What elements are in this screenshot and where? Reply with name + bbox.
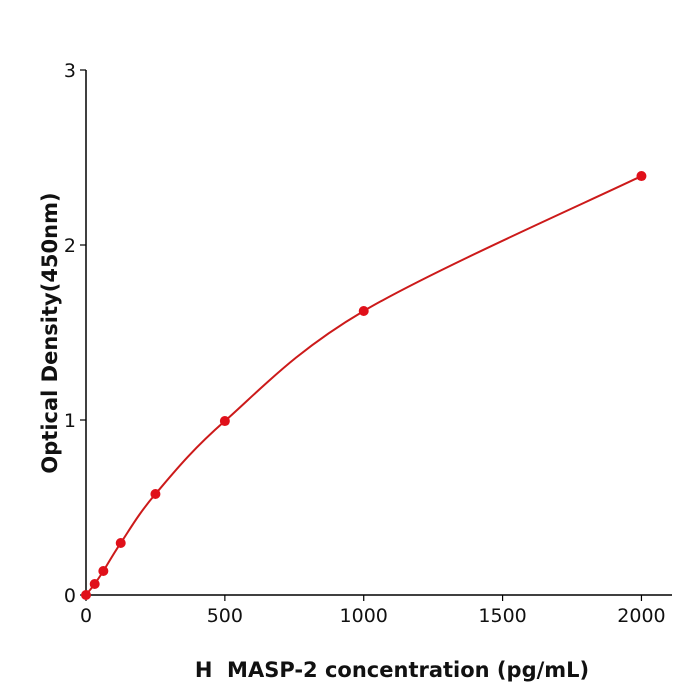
- x-tick-label: 1000: [340, 605, 388, 627]
- data-point: [98, 566, 109, 577]
- y-tick-label: 1: [64, 410, 76, 432]
- data-point: [89, 578, 100, 589]
- data-point: [150, 489, 161, 500]
- data-point: [219, 416, 230, 427]
- data-point: [81, 590, 91, 600]
- data-point: [115, 538, 126, 549]
- x-tick-label: 500: [207, 605, 243, 627]
- x-axis-label: H MASP-2 concentration (pg/mL): [195, 658, 589, 682]
- fit-curve: [85, 175, 642, 596]
- y-tick-label: 0: [64, 585, 76, 607]
- data-point: [358, 305, 369, 316]
- x-tick-label: 1500: [478, 605, 526, 627]
- y-tick-label: 3: [64, 60, 76, 82]
- x-tick-label: 2000: [617, 605, 665, 627]
- y-axis-label: Optical Density(450nm): [38, 192, 62, 473]
- x-tick-label: 0: [80, 605, 92, 627]
- y-tick-label: 2: [64, 235, 76, 257]
- data-point: [636, 171, 647, 182]
